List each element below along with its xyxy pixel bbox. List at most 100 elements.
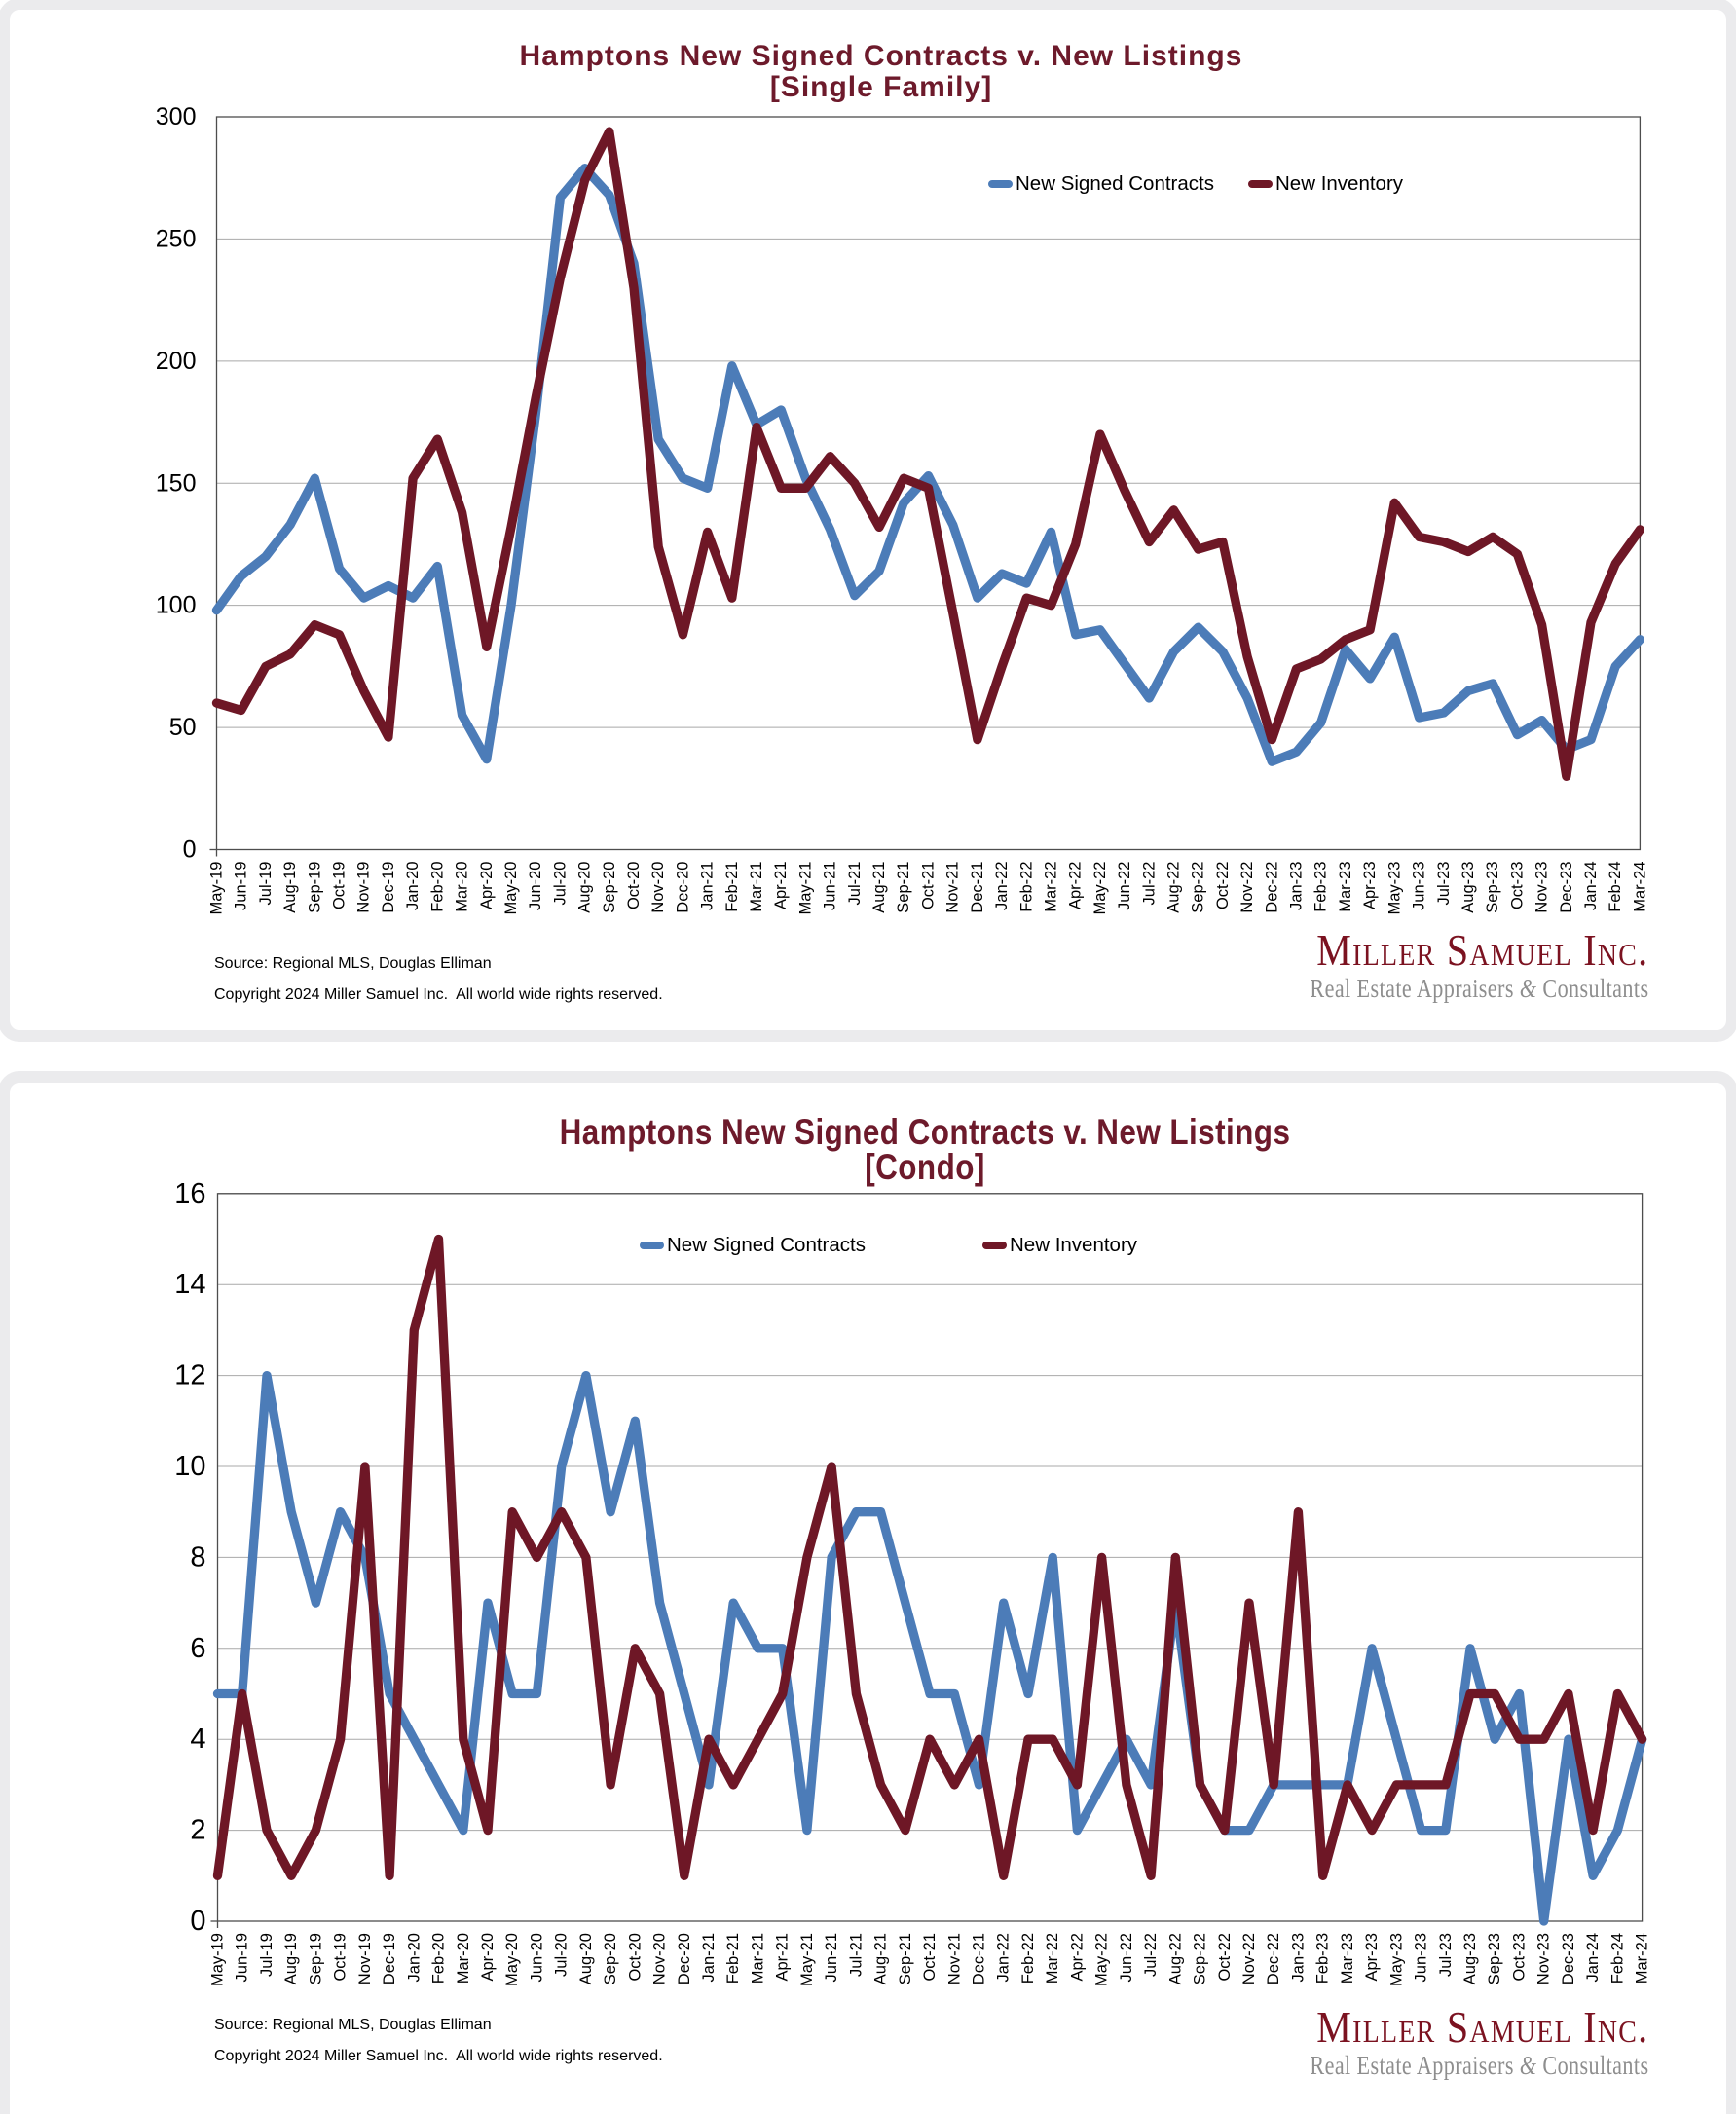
chart2-xtick: Jul-23	[1437, 1933, 1455, 1977]
chart2-xtick: Oct-22	[1216, 1933, 1234, 1982]
chart1-xtick: Nov-20	[649, 862, 667, 913]
chart1-xtick: Sep-23	[1484, 862, 1501, 913]
chart1-source-block: Source: Regional MLS, Douglas Elliman Co…	[214, 948, 663, 1011]
chart2-ytick: 6	[190, 1633, 205, 1664]
chart2-xtick: Apr-21	[774, 1933, 792, 1982]
chart1-ytick: 300	[156, 103, 197, 130]
chart-card-condo	[0, 1071, 1736, 2114]
chart2-xtick: Dec-21	[971, 1933, 988, 1984]
chart2-legend-signed-label: New Signed Contracts	[667, 1234, 866, 1256]
chart2-xtick: Jan-21	[700, 1933, 718, 1982]
chart1-xtick: Jul-22	[1140, 862, 1158, 906]
chart1-xtick: Mar-23	[1337, 862, 1354, 912]
chart1-xtick: Sep-20	[601, 862, 618, 913]
chart2-xtick: Jul-19	[258, 1933, 276, 1977]
chart1-xtick: Nov-22	[1238, 862, 1256, 913]
chart2-xtick: Mar-23	[1339, 1933, 1356, 1984]
chart1-legend-signed-label: New Signed Contracts	[1016, 172, 1214, 195]
chart1-xtick: Jan-21	[699, 862, 717, 910]
chart2-xtick: Jan-23	[1289, 1933, 1307, 1982]
chart2-xtick: Feb-22	[1019, 1933, 1037, 1984]
chart2-ytick: 0	[190, 1906, 205, 1937]
chart1-title: Hamptons New Signed Contracts v. New Lis…	[519, 40, 1243, 72]
chart2-xtick: Mar-21	[749, 1933, 766, 1984]
chart1-series-inventory	[211, 127, 1645, 781]
chart2-xtick: Nov-23	[1535, 1933, 1553, 1984]
chart1-xtick: Feb-21	[723, 862, 741, 912]
chart2-logo-tagline: Real Estate Appraisers & Consultants	[1309, 2051, 1648, 2080]
chart2-series-signed	[212, 1370, 1647, 1926]
chart1-xtick: Jul-19	[257, 862, 275, 906]
chart2-xtick: Feb-20	[430, 1933, 448, 1984]
chart2-legend-inventory-label: New Inventory	[1010, 1234, 1138, 1256]
chart2-source-block: Source: Regional MLS, Douglas Elliman Co…	[214, 2010, 663, 2072]
chart2-xtick: Jun-20	[528, 1933, 545, 1982]
chart1-xtick: Sep-19	[306, 862, 323, 913]
chart1-legend-signed-swatch	[988, 180, 1013, 188]
chart2-xtick: Nov-20	[651, 1933, 669, 1984]
chart2-xtick: Sep-21	[897, 1933, 914, 1984]
chart2-copyright-line: Copyright 2024 Miller Samuel Inc. All wo…	[214, 2048, 663, 2064]
chart2-xtick: Jan-20	[405, 1933, 423, 1982]
chart1-xtick: Jun-20	[527, 862, 544, 910]
chart1-xtick: Feb-20	[428, 862, 446, 912]
chart2-xtick: Jun-23	[1413, 1933, 1430, 1982]
chart1-xtick: Feb-24	[1607, 862, 1624, 912]
chart1-ytick: 250	[156, 225, 197, 252]
chart2-xtick: Dec-23	[1560, 1933, 1577, 1984]
chart2-xtick: Mar-24	[1634, 1933, 1651, 1984]
chart1-xtick: Oct-22	[1214, 862, 1232, 910]
chart2-ytick: 4	[190, 1724, 205, 1755]
chart1-xtick: Sep-22	[1190, 862, 1207, 913]
chart1-xtick: Aug-20	[576, 862, 594, 913]
chart1-xtick: Dec-20	[674, 862, 691, 913]
chart1-legend-inventory-swatch	[1248, 180, 1273, 188]
chart2-xtick: Sep-22	[1192, 1933, 1209, 1984]
chart2-logo: Miller Samuel Inc. Real Estate Appraiser…	[1236, 2005, 1648, 2082]
chart1-xtick: Aug-23	[1459, 862, 1477, 913]
chart2-xtick: Jun-21	[823, 1933, 840, 1982]
chart2-xtick: Aug-22	[1166, 1933, 1184, 1984]
chart1-xtick: May-20	[502, 862, 520, 915]
chart2-xtick: Feb-24	[1608, 1933, 1626, 1984]
chart2-xtick: Feb-23	[1314, 1933, 1332, 1984]
chart2-xtick: Dec-19	[381, 1933, 398, 1984]
chart2-xtick: Jan-24	[1584, 1933, 1602, 1982]
chart1-xtick: Oct-21	[919, 862, 937, 910]
chart1-xtick: Jan-20	[404, 862, 422, 910]
chart1-xtick: Nov-19	[355, 862, 373, 913]
chart2-ytick: 12	[174, 1360, 205, 1391]
chart1-xtick: Jul-23	[1435, 862, 1453, 906]
chart2-xtick: Mar-22	[1044, 1933, 1061, 1984]
chart1-xtick: Aug-19	[281, 862, 299, 913]
chart1-xtick: Mar-24	[1631, 862, 1648, 912]
chart1-xtick: May-23	[1385, 862, 1403, 915]
chart2-xtick: Jul-21	[847, 1933, 865, 1977]
chart2-title: Hamptons New Signed Contracts v. New Lis…	[559, 1112, 1291, 1152]
chart1-legend-inventory-label: New Inventory	[1275, 172, 1404, 195]
chart1-xtick: Jun-21	[822, 862, 839, 910]
chart2-xtick: Aug-21	[872, 1933, 890, 1984]
chart1-xtick: Apr-21	[772, 862, 790, 910]
chart1-source-line: Source: Regional MLS, Douglas Elliman	[214, 955, 492, 972]
chart2-xtick: Sep-20	[602, 1933, 619, 1984]
chart2-xtick: Sep-23	[1486, 1933, 1503, 1984]
chart1-xtick: Mar-20	[454, 862, 471, 912]
chart1-xtick: Apr-23	[1361, 862, 1379, 910]
chart1-logo-tagline: Real Estate Appraisers & Consultants	[1309, 974, 1648, 1003]
chart1-legend-signed: New Signed Contracts	[988, 172, 1214, 196]
chart2-xtick: Sep-19	[307, 1933, 324, 1984]
chart2-logo-name: Miller Samuel Inc.	[1315, 2002, 1648, 2052]
chart2-legend-inventory-swatch	[982, 1242, 1007, 1249]
chart1-series-signed	[211, 164, 1645, 766]
chart1-ytick: 150	[156, 469, 197, 497]
chart1-xtick: Oct-19	[331, 862, 349, 910]
chart1-xtick: Dec-19	[380, 862, 397, 913]
chart2-ytick: 16	[174, 1178, 205, 1209]
chart2-series-inventory	[212, 1234, 1647, 1880]
chart2-xtick: Jul-20	[553, 1933, 571, 1977]
chart2-legend-signed: New Signed Contracts	[640, 1234, 866, 1257]
chart2-xtick: Aug-20	[577, 1933, 595, 1984]
chart2-ytick: 2	[190, 1815, 205, 1846]
